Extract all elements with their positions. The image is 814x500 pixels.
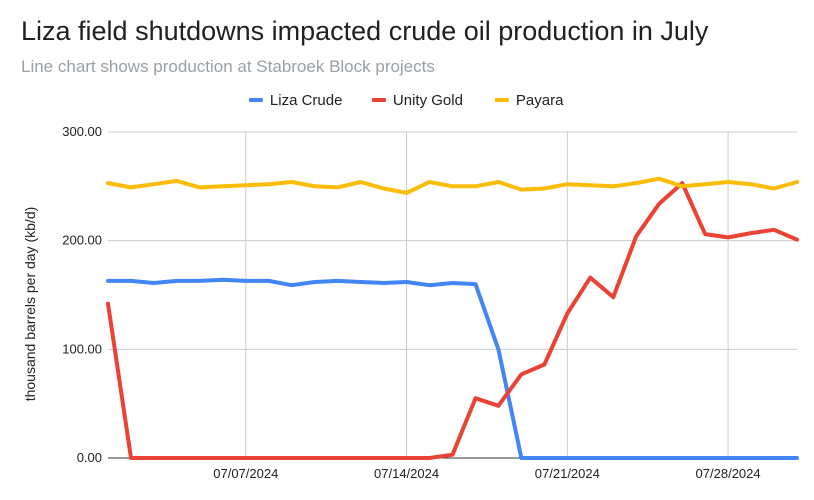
legend-swatch-unity-gold [371,98,386,102]
series-line-unity-gold [106,181,799,460]
series-line-payara [106,176,799,195]
axis-ticks: 0.00 100.00 200.00 300.00 07/07/2024 07/14/20… [62,124,760,481]
y-tick-label: 0.00 [77,450,102,465]
legend-label-payara: Payara [516,92,564,109]
chart-subtitle: Line chart shows production at Stabroek … [21,57,435,76]
y-axis-label: thousand barrels per day (kb/d) [22,207,38,402]
legend: Liza Crude Unity Gold Payara [248,92,564,109]
series-line-liza-crude [106,277,799,460]
y-tick-label: 300.00 [62,124,102,139]
x-tick-label: 07/28/2024 [696,466,761,481]
x-tick-label: 07/14/2024 [374,466,439,481]
y-tick-label: 200.00 [62,233,102,248]
x-tick-label: 07/21/2024 [535,466,600,481]
legend-label-unity-gold: Unity Gold [393,92,463,109]
legend-swatch-payara [494,98,509,102]
y-tick-label: 100.00 [62,341,102,356]
legend-swatch-liza-crude [248,98,263,102]
chart-title: Liza field shutdowns impacted crude oil … [21,16,709,46]
series-lines [106,176,799,460]
grid-lines [108,131,797,459]
x-tick-label: 07/07/2024 [213,466,278,481]
legend-label-liza-crude: Liza Crude [270,92,343,109]
